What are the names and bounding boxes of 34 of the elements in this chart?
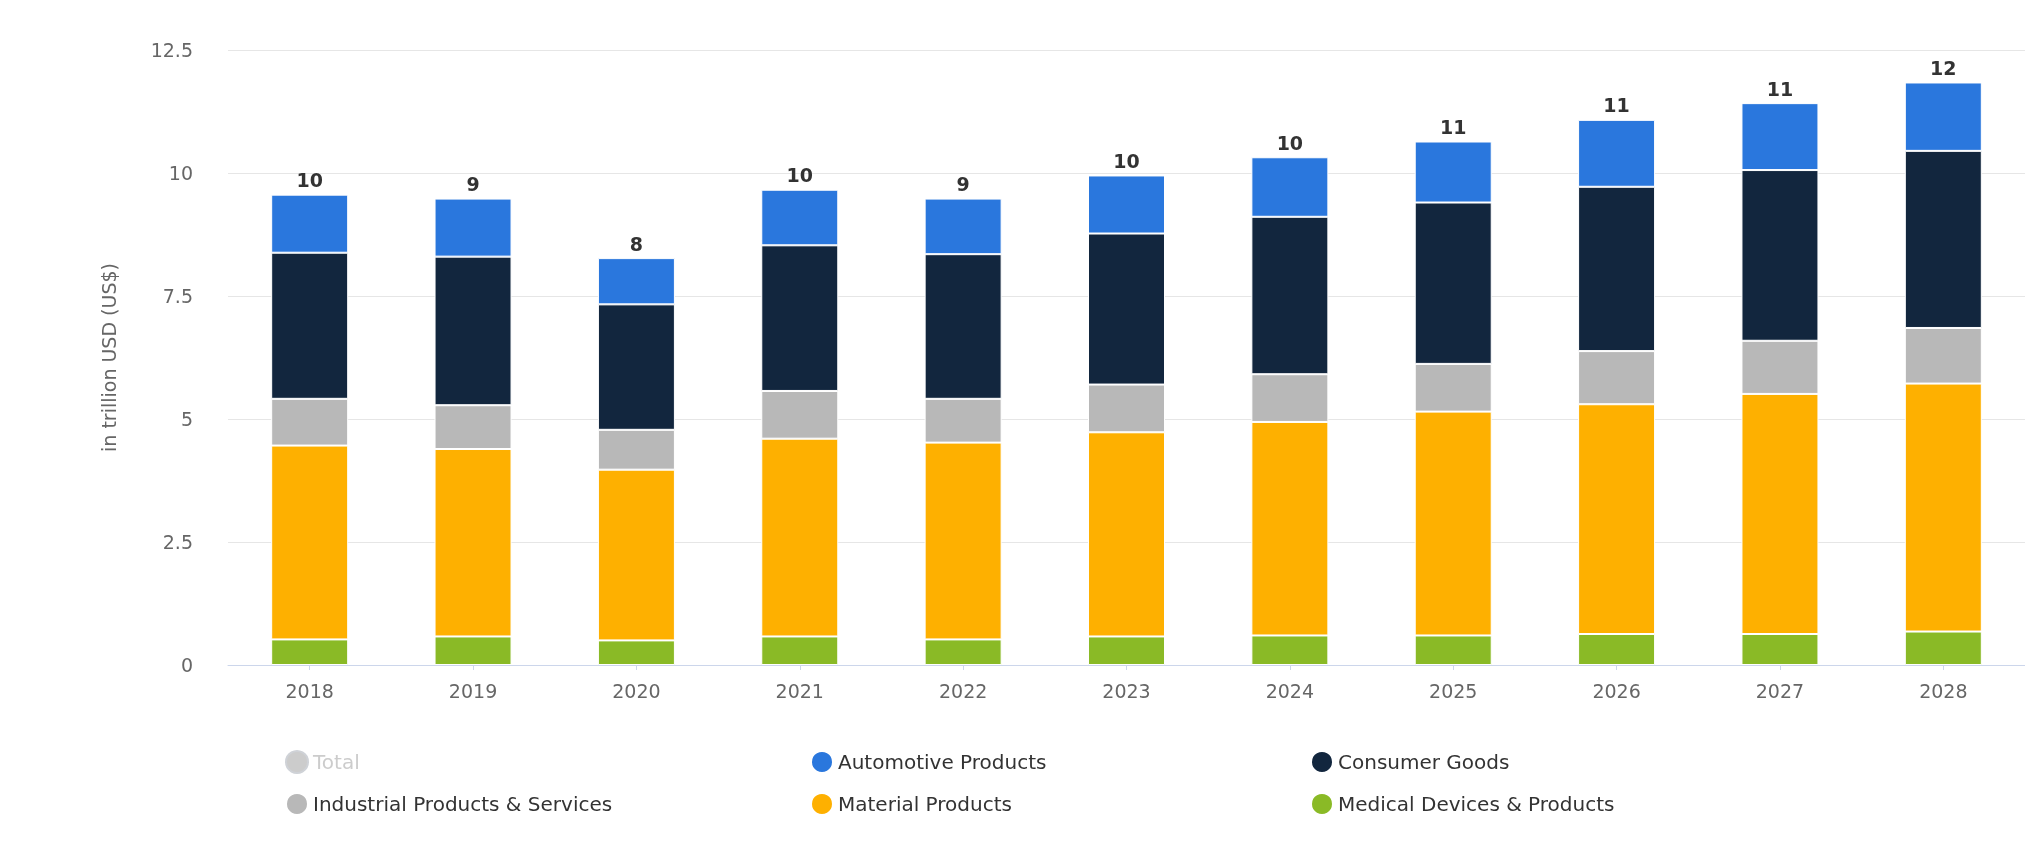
y-axis-title: in trillion USD (US$) bbox=[97, 263, 120, 452]
legend-label: Material Products bbox=[838, 792, 1012, 816]
y-tick-label: 5 bbox=[180, 408, 193, 430]
x-tick-label: 2023 bbox=[1102, 679, 1151, 702]
total-label: 10 bbox=[1276, 131, 1304, 154]
y-tick-label: 7.5 bbox=[162, 285, 193, 307]
x-tick-label: 2018 bbox=[285, 679, 334, 702]
x-tick-label: 2026 bbox=[1592, 679, 1641, 702]
total-label: 9 bbox=[466, 173, 480, 196]
total-label: 11 bbox=[1440, 116, 1467, 139]
legend-label: Industrial Products & Services bbox=[313, 792, 613, 816]
x-tick-label: 2020 bbox=[612, 679, 661, 702]
y-tick-label: 12.5 bbox=[150, 39, 193, 61]
x-tick-label: 2024 bbox=[1265, 679, 1315, 702]
x-tick-label: 2019 bbox=[448, 679, 498, 702]
legend-label: Medical Devices & Products bbox=[1338, 792, 1615, 816]
total-label: 10 bbox=[1113, 149, 1140, 172]
total-label: 11 bbox=[1766, 77, 1794, 100]
x-tick-label: 2021 bbox=[775, 679, 824, 702]
total-label: 8 bbox=[629, 232, 644, 255]
total-label: 11 bbox=[1603, 94, 1630, 117]
x-tick-label: 2028 bbox=[1919, 679, 1968, 702]
y-tick-label: 10 bbox=[168, 162, 193, 184]
total-label: 9 bbox=[956, 173, 970, 196]
y-tick-label: 0 bbox=[180, 654, 193, 676]
x-tick-label: 2022 bbox=[938, 679, 988, 702]
legend-label: Automotive Products bbox=[838, 750, 1047, 774]
x-tick-label: 2025 bbox=[1429, 679, 1478, 702]
total-label: 12 bbox=[1930, 56, 1957, 79]
x-tick-label: 2027 bbox=[1755, 679, 1805, 702]
total-label: 10 bbox=[296, 169, 323, 192]
total-label: 10 bbox=[786, 164, 813, 187]
legend-label: Consumer Goods bbox=[1338, 750, 1510, 774]
y-tick-label: 2.5 bbox=[162, 531, 193, 553]
